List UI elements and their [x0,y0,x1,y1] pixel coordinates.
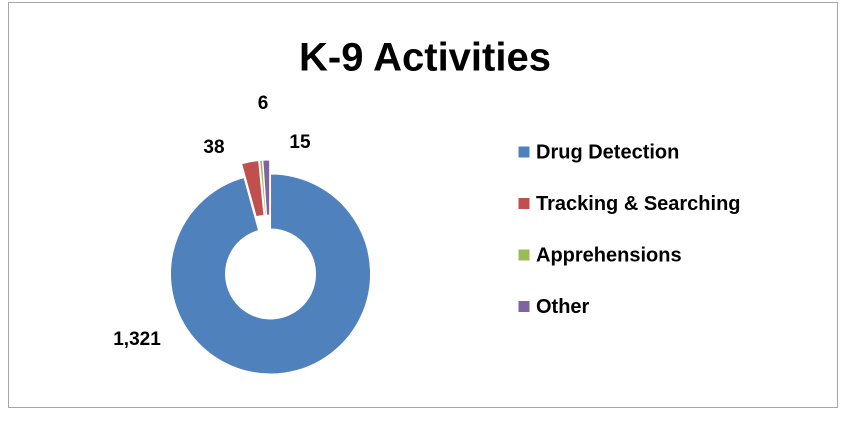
legend-label: Drug Detection [536,141,679,163]
doughnut-slice [262,159,271,216]
data-label: 6 [258,93,269,114]
data-label: 38 [203,137,224,158]
legend-label: Apprehensions [536,244,682,266]
doughnut-slice [170,173,372,375]
chart-frame [8,2,838,408]
legend-swatch [517,197,531,210]
doughnut-slice [241,160,265,218]
legend-swatch [517,300,531,313]
data-label: 15 [289,132,311,153]
legend-swatch [517,145,531,159]
legend-swatch [517,248,531,262]
legend-label: Tracking & Searching [536,193,741,215]
legend-label: Other [536,296,590,318]
chart-title: K-9 Activities [299,36,551,80]
data-label: 1,321 [113,329,161,350]
